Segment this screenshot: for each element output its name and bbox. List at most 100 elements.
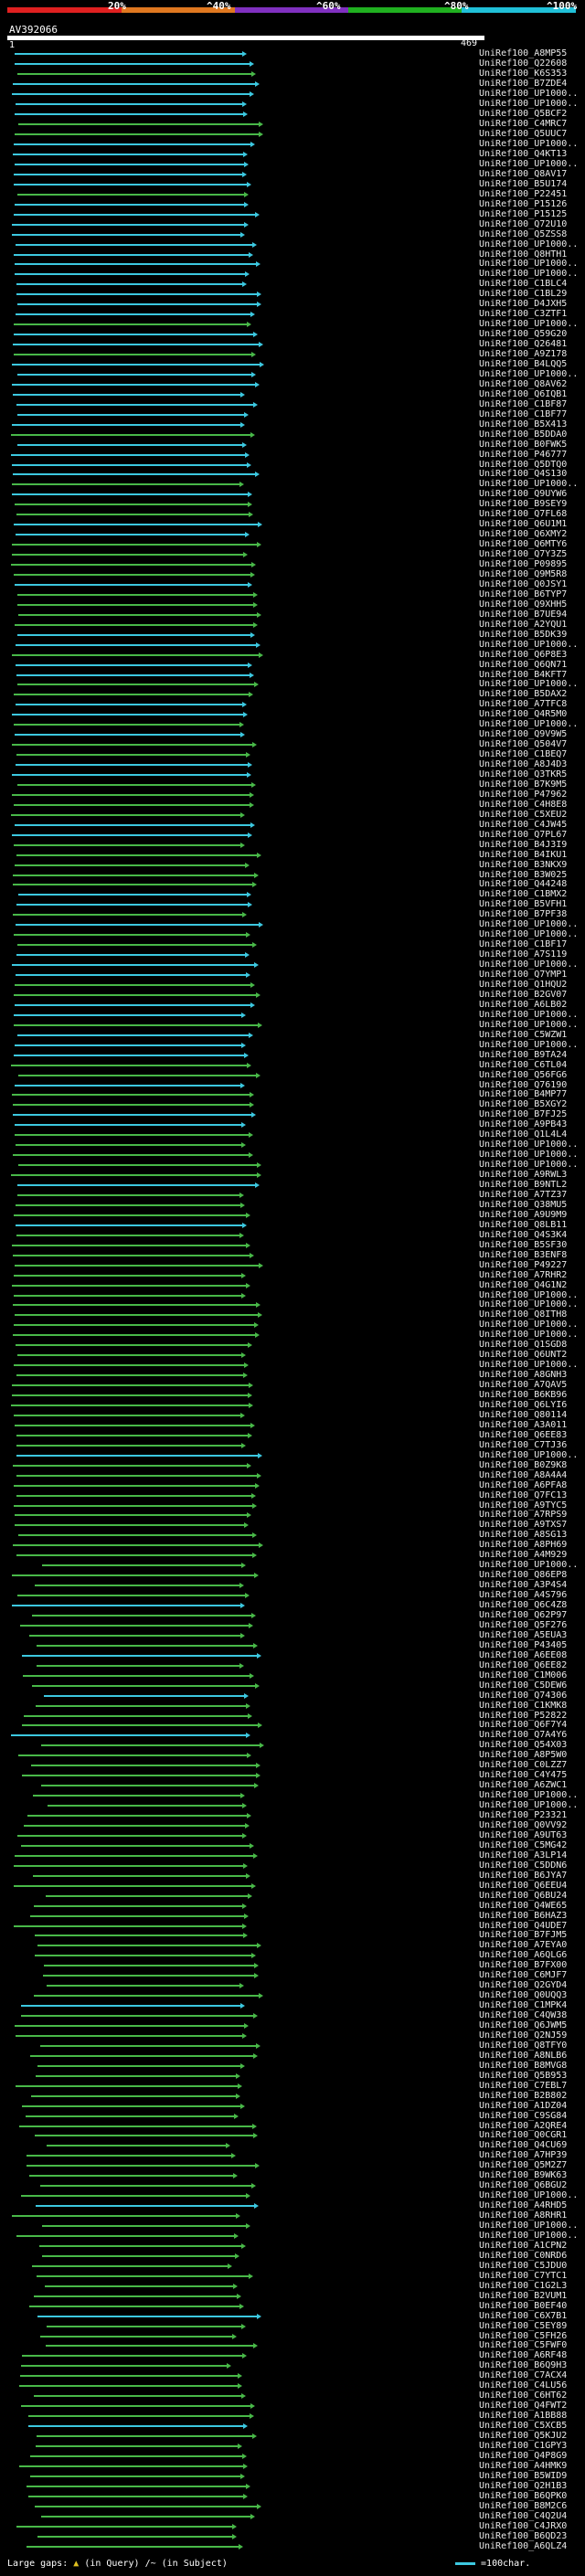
hit-label[interactable]: UniRef100_C1BEQ7 xyxy=(479,749,568,759)
hit-label[interactable]: UniRef100_Q8AV62 xyxy=(479,379,568,389)
hit-label[interactable]: UniRef100_A7RHR2 xyxy=(479,1270,568,1280)
hit-label[interactable]: UniRef100_C4MRC7 xyxy=(479,119,568,129)
hit-label[interactable]: UniRef100_Q2GYD4 xyxy=(479,1980,568,1990)
hit-label[interactable]: UniRef100_Q56FG6 xyxy=(479,1070,568,1080)
hit-label[interactable]: UniRef100_A8RHR1 xyxy=(479,2210,568,2221)
hit-label[interactable]: UniRef100_Q4CU69 xyxy=(479,2140,568,2150)
hit-label[interactable]: UniRef100_UP1000.. xyxy=(479,99,579,109)
hit-label[interactable]: UniRef100_Q0VV92 xyxy=(479,1820,568,1830)
hit-label[interactable]: UniRef100_C6MJF7 xyxy=(479,1970,568,1980)
hit-label[interactable]: UniRef100_B4KFT7 xyxy=(479,670,568,680)
hit-label[interactable]: UniRef100_Q5F276 xyxy=(479,1620,568,1630)
hit-label[interactable]: UniRef100_UP1000.. xyxy=(479,679,579,689)
hit-label[interactable]: UniRef100_P23321 xyxy=(479,1810,568,1820)
hit-label[interactable]: UniRef100_Q8HTH1 xyxy=(479,249,568,260)
hit-label[interactable]: UniRef100_Q7A4Y6 xyxy=(479,1730,568,1740)
hit-label[interactable]: UniRef100_Q6F7Y4 xyxy=(479,1720,568,1730)
hit-label[interactable]: UniRef100_Q4P8G9 xyxy=(479,2451,568,2461)
hit-label[interactable]: UniRef100_B3NKX9 xyxy=(479,860,568,870)
hit-label[interactable]: UniRef100_C5FH26 xyxy=(479,2331,568,2341)
hit-label[interactable]: UniRef100_UP1000.. xyxy=(479,1320,579,1330)
hit-label[interactable]: UniRef100_Q9XHH5 xyxy=(479,599,568,610)
hit-label[interactable]: UniRef100_UP1000.. xyxy=(479,1150,579,1160)
hit-label[interactable]: UniRef100_UP1000.. xyxy=(479,1800,579,1810)
hit-label[interactable]: UniRef100_A5EUA3 xyxy=(479,1630,568,1640)
hit-label[interactable]: UniRef100_B6QD23 xyxy=(479,2531,568,2541)
hit-label[interactable]: UniRef100_Q76190 xyxy=(479,1080,568,1090)
hit-label[interactable]: UniRef100_Q5B953 xyxy=(479,2071,568,2081)
hit-label[interactable]: UniRef100_C7EBL7 xyxy=(479,2081,568,2091)
hit-label[interactable]: UniRef100_P49227 xyxy=(479,1260,568,1270)
hit-label[interactable]: UniRef100_UP1000.. xyxy=(479,929,579,939)
hit-label[interactable]: UniRef100_A6RF48 xyxy=(479,2350,568,2360)
hit-label[interactable]: UniRef100_C3ZTF1 xyxy=(479,309,568,319)
hit-label[interactable]: UniRef100_Q74306 xyxy=(479,1691,568,1701)
hit-label[interactable]: UniRef100_C5FWF0 xyxy=(479,2340,568,2350)
hit-label[interactable]: UniRef100_B2B802 xyxy=(479,2091,568,2101)
hit-label[interactable]: UniRef100_A9TXS7 xyxy=(479,1520,568,1530)
hit-label[interactable]: UniRef100_Q6UNT2 xyxy=(479,1350,568,1360)
hit-label[interactable]: UniRef100_Q6MTY6 xyxy=(479,539,568,549)
hit-label[interactable]: UniRef100_B4IKU1 xyxy=(479,850,568,860)
hit-label[interactable]: UniRef100_A8P5W0 xyxy=(479,1750,568,1760)
hit-label[interactable]: UniRef100_B7K9M5 xyxy=(479,779,568,790)
hit-label[interactable]: UniRef100_Q6BGU2 xyxy=(479,2180,568,2190)
hit-label[interactable]: UniRef100_Q1SGD8 xyxy=(479,1340,568,1350)
hit-label[interactable]: UniRef100_A6QLG6 xyxy=(479,1950,568,1960)
hit-label[interactable]: UniRef100_A6ZWC1 xyxy=(479,1780,568,1790)
hit-label[interactable]: UniRef100_Q4UDE7 xyxy=(479,1921,568,1931)
hit-label[interactable]: UniRef100_Q8ITH8 xyxy=(479,1309,568,1320)
hit-label[interactable]: UniRef100_UP1000.. xyxy=(479,1010,579,1020)
hit-label[interactable]: UniRef100_B3ENF8 xyxy=(479,1250,568,1260)
hit-label[interactable]: UniRef100_UP1000.. xyxy=(479,369,579,379)
hit-label[interactable]: UniRef100_Q26481 xyxy=(479,339,568,349)
hit-label[interactable]: UniRef100_UP1000.. xyxy=(479,1360,579,1370)
hit-label[interactable]: UniRef100_Q4KT13 xyxy=(479,149,568,159)
hit-label[interactable]: UniRef100_B6HAZ3 xyxy=(479,1911,568,1921)
hit-label[interactable]: UniRef100_Q7PL67 xyxy=(479,830,568,840)
hit-label[interactable]: UniRef100_Q4G1N2 xyxy=(479,1280,568,1290)
hit-label[interactable]: UniRef100_UP1000.. xyxy=(479,640,579,650)
hit-label[interactable]: UniRef100_A2YQU1 xyxy=(479,620,568,630)
hit-label[interactable]: UniRef100_A8SG13 xyxy=(479,1530,568,1540)
hit-label[interactable]: UniRef100_A8GNH3 xyxy=(479,1370,568,1380)
hit-label[interactable]: UniRef100_D4JXH5 xyxy=(479,299,568,309)
hit-label[interactable]: UniRef100_Q2NJ59 xyxy=(479,2030,568,2041)
hit-label[interactable]: UniRef100_Q8AV17 xyxy=(479,169,568,179)
hit-label[interactable]: UniRef100_B5DK39 xyxy=(479,630,568,640)
hit-label[interactable]: UniRef100_UP1000.. xyxy=(479,139,579,149)
hit-label[interactable]: UniRef100_C7ACX4 xyxy=(479,2370,568,2380)
hit-label[interactable]: UniRef100_Q0JSY1 xyxy=(479,579,568,589)
hit-label[interactable]: UniRef100_UP1000.. xyxy=(479,1040,579,1050)
hit-label[interactable]: UniRef100_UP1000.. xyxy=(479,2231,579,2241)
hit-label[interactable]: UniRef100_Q6U1M1 xyxy=(479,519,568,529)
hit-label[interactable]: UniRef100_C5WZW1 xyxy=(479,1030,568,1040)
hit-label[interactable]: UniRef100_A7QAV5 xyxy=(479,1380,568,1390)
hit-label[interactable]: UniRef100_C5EY89 xyxy=(479,2321,568,2331)
hit-label[interactable]: UniRef100_Q4S3K4 xyxy=(479,1230,568,1240)
hit-label[interactable]: UniRef100_B7FJM5 xyxy=(479,1930,568,1940)
hit-label[interactable]: UniRef100_P47962 xyxy=(479,790,568,800)
hit-label[interactable]: UniRef100_Q6EEU4 xyxy=(479,1881,568,1891)
hit-label[interactable]: UniRef100_C4JRX0 xyxy=(479,2521,568,2531)
hit-label[interactable]: UniRef100_P46777 xyxy=(479,450,568,460)
hit-label[interactable]: UniRef100_C7TJ36 xyxy=(479,1440,568,1450)
hit-label[interactable]: UniRef100_C5JDU0 xyxy=(479,2261,568,2271)
hit-label[interactable]: UniRef100_C1BF77 xyxy=(479,409,568,419)
hit-label[interactable]: UniRef100_Q6QN71 xyxy=(479,660,568,670)
hit-label[interactable]: UniRef100_B7UE94 xyxy=(479,610,568,620)
hit-label[interactable]: UniRef100_Q6JWM5 xyxy=(479,2020,568,2030)
hit-label[interactable]: UniRef100_Q4R5M0 xyxy=(479,709,568,719)
hit-label[interactable]: UniRef100_B6QPK0 xyxy=(479,2491,568,2501)
hit-label[interactable]: UniRef100_B7FX00 xyxy=(479,1960,568,1970)
hit-label[interactable]: UniRef100_Q9UYW6 xyxy=(479,489,568,499)
hit-label[interactable]: UniRef100_C9SG84 xyxy=(479,2111,568,2121)
hit-label[interactable]: UniRef100_C5DDN6 xyxy=(479,1860,568,1871)
hit-label[interactable]: UniRef100_Q4WE65 xyxy=(479,1901,568,1911)
hit-label[interactable]: UniRef100_P22451 xyxy=(479,189,568,199)
hit-label[interactable]: UniRef100_B4MP77 xyxy=(479,1089,568,1099)
hit-label[interactable]: UniRef100_UP1000.. xyxy=(479,89,579,99)
hit-label[interactable]: UniRef100_A1CPN2 xyxy=(479,2241,568,2251)
hit-label[interactable]: UniRef100_A7RPS9 xyxy=(479,1510,568,1520)
hit-label[interactable]: UniRef100_A3A011 xyxy=(479,1420,568,1430)
